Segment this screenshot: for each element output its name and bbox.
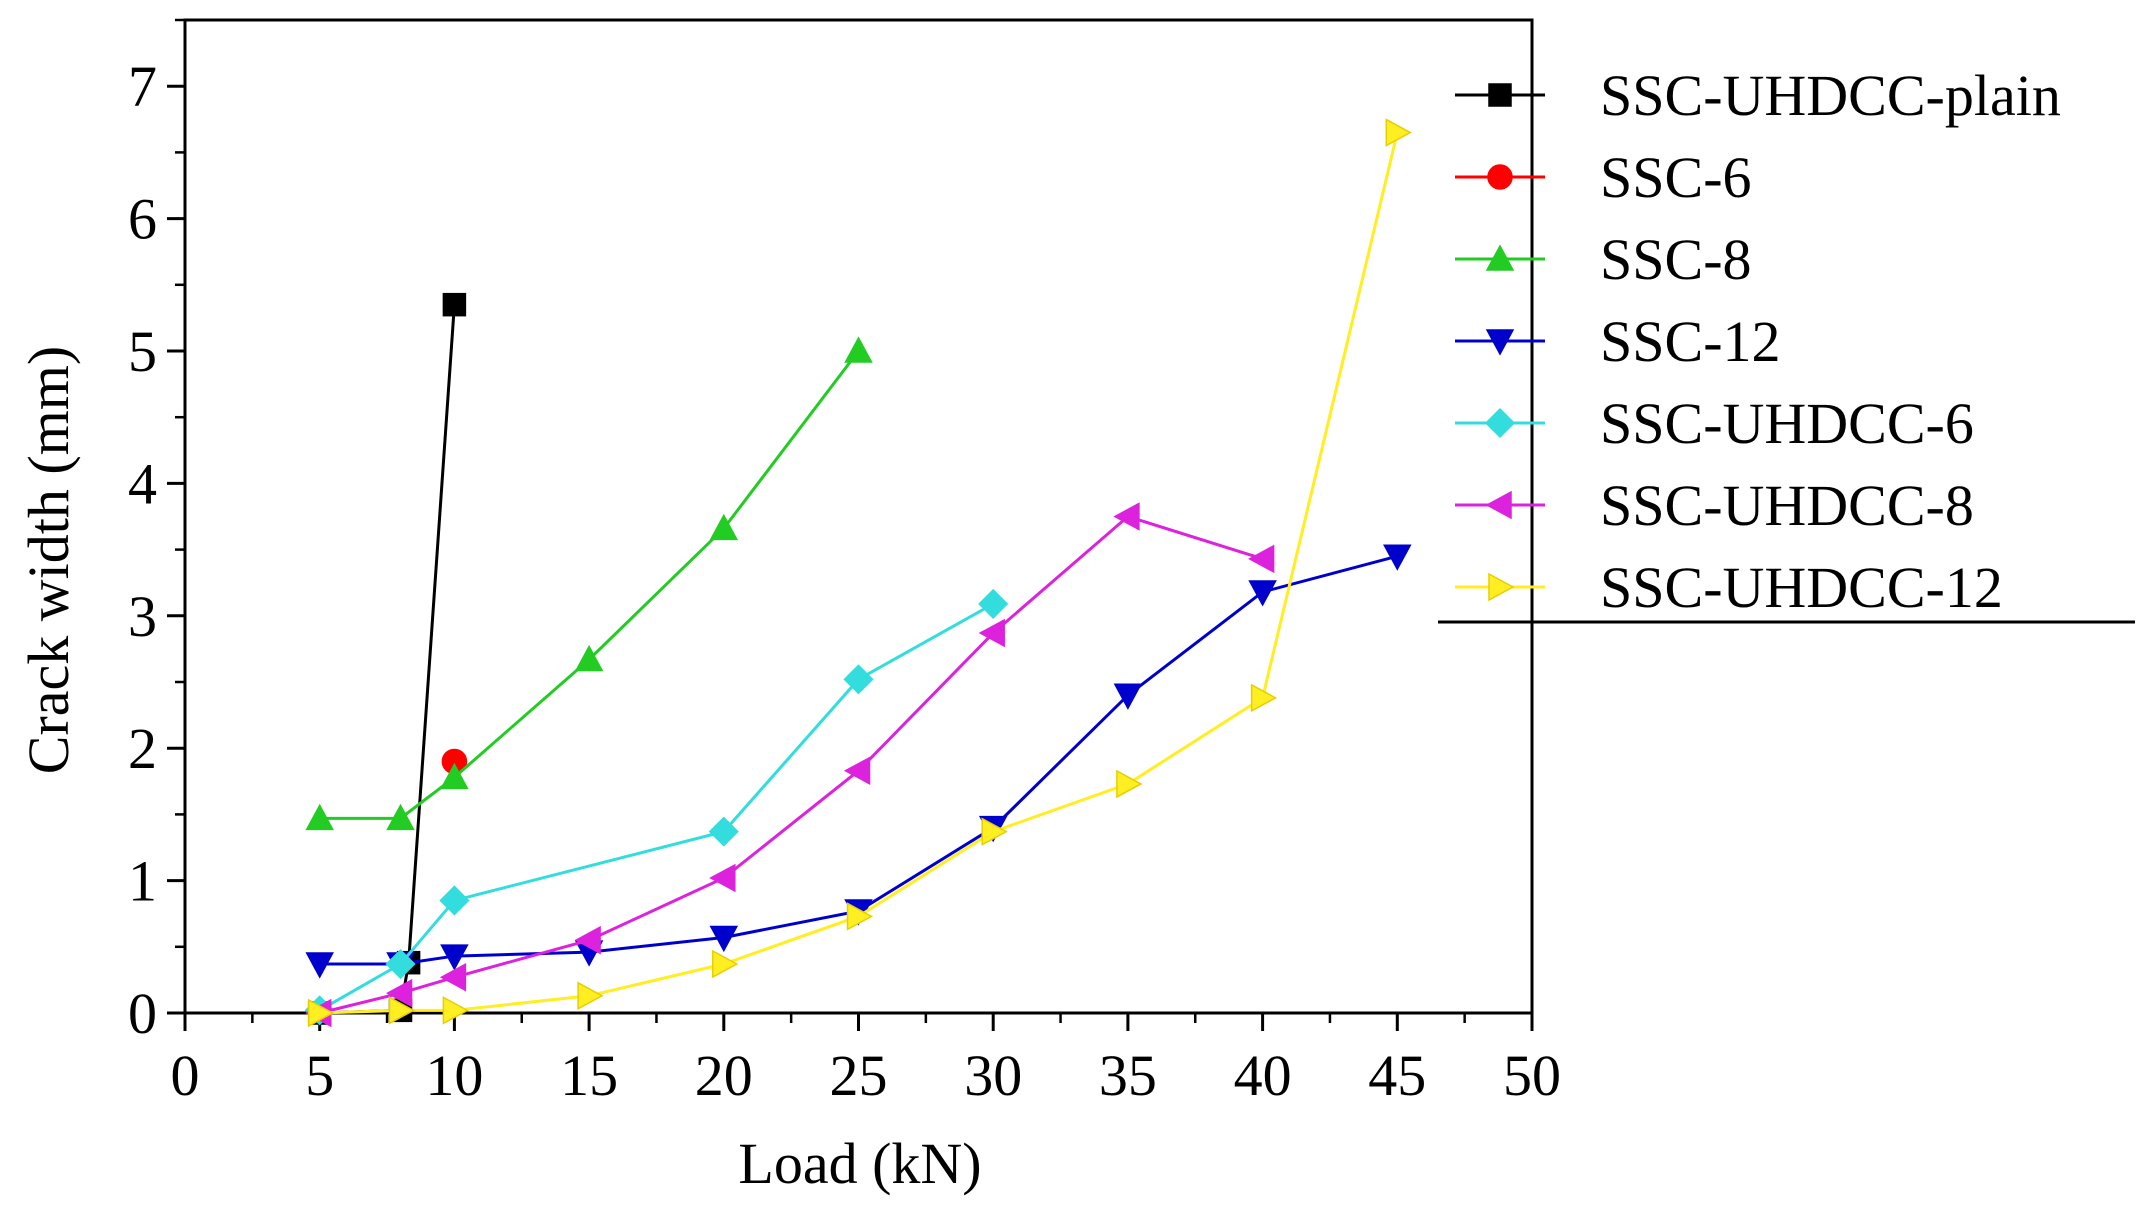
x-tick-label: 0 [171, 1043, 200, 1108]
data-point-ssc-uhdcc-12 [577, 981, 604, 1011]
legend-entry-ssc-uhdcc-6: SSC-UHDCC-6 [1455, 391, 1974, 456]
legend-marker [1485, 329, 1515, 356]
data-point-ssc-uhdcc-12 [1116, 769, 1143, 799]
plot-series [304, 118, 1412, 1028]
data-point-ssc-12 [305, 952, 334, 979]
legend: SSC-UHDCC-plain SSC-6 SSC-8 SSC-12 SSC-UHDCC… [1438, 63, 2135, 624]
y-tick-label: 6 [128, 187, 157, 252]
legend-marker [1488, 572, 1515, 602]
data-point-ssc-uhdcc-6 [978, 588, 1009, 619]
x-tick-label: 20 [695, 1043, 753, 1108]
data-point-ssc-uhdcc-12 [1250, 683, 1278, 713]
data-point-ssc-uhdcc-plain [442, 292, 467, 317]
data-point-ssc-uhdcc-8 [439, 962, 467, 992]
legend-entry-ssc-uhdcc-8: SSC-UHDCC-8 [1455, 473, 1974, 538]
x-tick-label: 35 [1099, 1043, 1157, 1108]
data-point-ssc-8 [574, 644, 604, 672]
series-ssc-8 [305, 336, 873, 831]
legend-marker [1484, 407, 1516, 439]
legend-label: SSC-UHDCC-plain [1600, 63, 2061, 128]
data-point-ssc-uhdcc-8 [1248, 544, 1275, 574]
legend-entry-ssc-uhdcc-12: SSC-UHDCC-12 [1455, 555, 2003, 620]
y-tick-label: 2 [128, 716, 157, 781]
y-tick-label: 0 [128, 981, 157, 1046]
y-tick-label: 5 [128, 319, 157, 384]
legend-entry-ssc-uhdcc-plain: SSC-UHDCC-plain [1455, 63, 2061, 128]
series-line-ssc-12 [319, 554, 1398, 966]
x-tick-label: 5 [305, 1043, 334, 1108]
x-tick-label: 30 [964, 1043, 1022, 1108]
data-point-ssc-uhdcc-8 [709, 863, 736, 893]
data-point-ssc-8 [440, 762, 469, 790]
series-line-ssc-uhdcc-plain [319, 304, 456, 1015]
legend-marker [1485, 244, 1515, 271]
legend-label: SSC-UHDCC-8 [1600, 473, 1974, 538]
data-point-ssc-uhdcc-6 [385, 948, 416, 980]
legend-label: SSC-UHDCC-6 [1600, 391, 1974, 456]
data-point-ssc-uhdcc-6 [708, 816, 739, 847]
data-point-ssc-uhdcc-8 [574, 925, 601, 955]
y-tick-label: 7 [128, 54, 157, 119]
data-point-ssc-uhdcc-8 [385, 978, 413, 1008]
legend-label: SSC-6 [1600, 145, 1752, 210]
data-point-ssc-8 [305, 803, 334, 831]
data-point-ssc-uhdcc-12 [846, 902, 874, 931]
data-point-ssc-12 [1383, 544, 1412, 571]
legend-entry-ssc-6: SSC-6 [1455, 145, 1752, 210]
series-ssc-uhdcc-12 [307, 118, 1412, 1028]
data-point-ssc-12 [1248, 580, 1277, 607]
x-tick-label: 25 [830, 1043, 888, 1108]
series-line-ssc-8 [319, 350, 860, 820]
y-axis-label: Crack width (mm) [16, 346, 81, 774]
data-point-ssc-uhdcc-12 [712, 949, 739, 979]
data-point-ssc-12 [709, 925, 739, 953]
plot-frame [183, 18, 1534, 1015]
x-tick-label: 45 [1368, 1043, 1426, 1108]
legend-entry-ssc-12: SSC-12 [1455, 309, 1781, 374]
legend-marker [1487, 164, 1513, 190]
data-point-ssc-8 [386, 803, 415, 831]
y-tick-label: 4 [128, 451, 157, 516]
series-line-ssc-uhdcc-6 [318, 602, 994, 1012]
data-point-ssc-uhdcc-6 [439, 885, 470, 916]
data-point-ssc-12 [440, 944, 469, 971]
legend-entry-ssc-8: SSC-8 [1455, 227, 1752, 292]
data-point-ssc-uhdcc-6 [843, 664, 874, 695]
data-point-ssc-uhdcc-8 [843, 756, 871, 785]
data-point-ssc-8 [709, 513, 739, 541]
data-point-ssc-uhdcc-12 [442, 996, 469, 1025]
x-tick-label: 50 [1503, 1043, 1561, 1108]
series-ssc-uhdcc-8 [305, 502, 1275, 1028]
y-tick-label: 1 [128, 849, 157, 914]
x-tick-label: 40 [1234, 1043, 1292, 1108]
data-point-ssc-uhdcc-12 [307, 998, 335, 1028]
data-point-ssc-8 [844, 336, 873, 363]
data-point-ssc-uhdcc-8 [1113, 502, 1140, 531]
legend-label: SSC-8 [1600, 227, 1752, 292]
legend-marker [1485, 490, 1512, 520]
series-line-ssc-uhdcc-12 [319, 132, 1399, 1015]
data-point-ssc-uhdcc-8 [978, 618, 1005, 648]
data-point-ssc-uhdcc-12 [388, 996, 416, 1025]
x-tick-label: 15 [560, 1043, 618, 1108]
x-tick-label: 10 [425, 1043, 483, 1108]
legend-marker [1488, 83, 1512, 107]
y-tick-label: 3 [128, 584, 157, 649]
data-point-ssc-uhdcc-12 [981, 817, 1008, 846]
data-point-ssc-12 [1113, 683, 1143, 710]
legend-label: SSC-12 [1600, 309, 1781, 374]
x-axis-label: Load (kN) [738, 1131, 981, 1196]
legend-label: SSC-UHDCC-12 [1600, 555, 2003, 620]
data-point-ssc-uhdcc-12 [1385, 118, 1412, 147]
